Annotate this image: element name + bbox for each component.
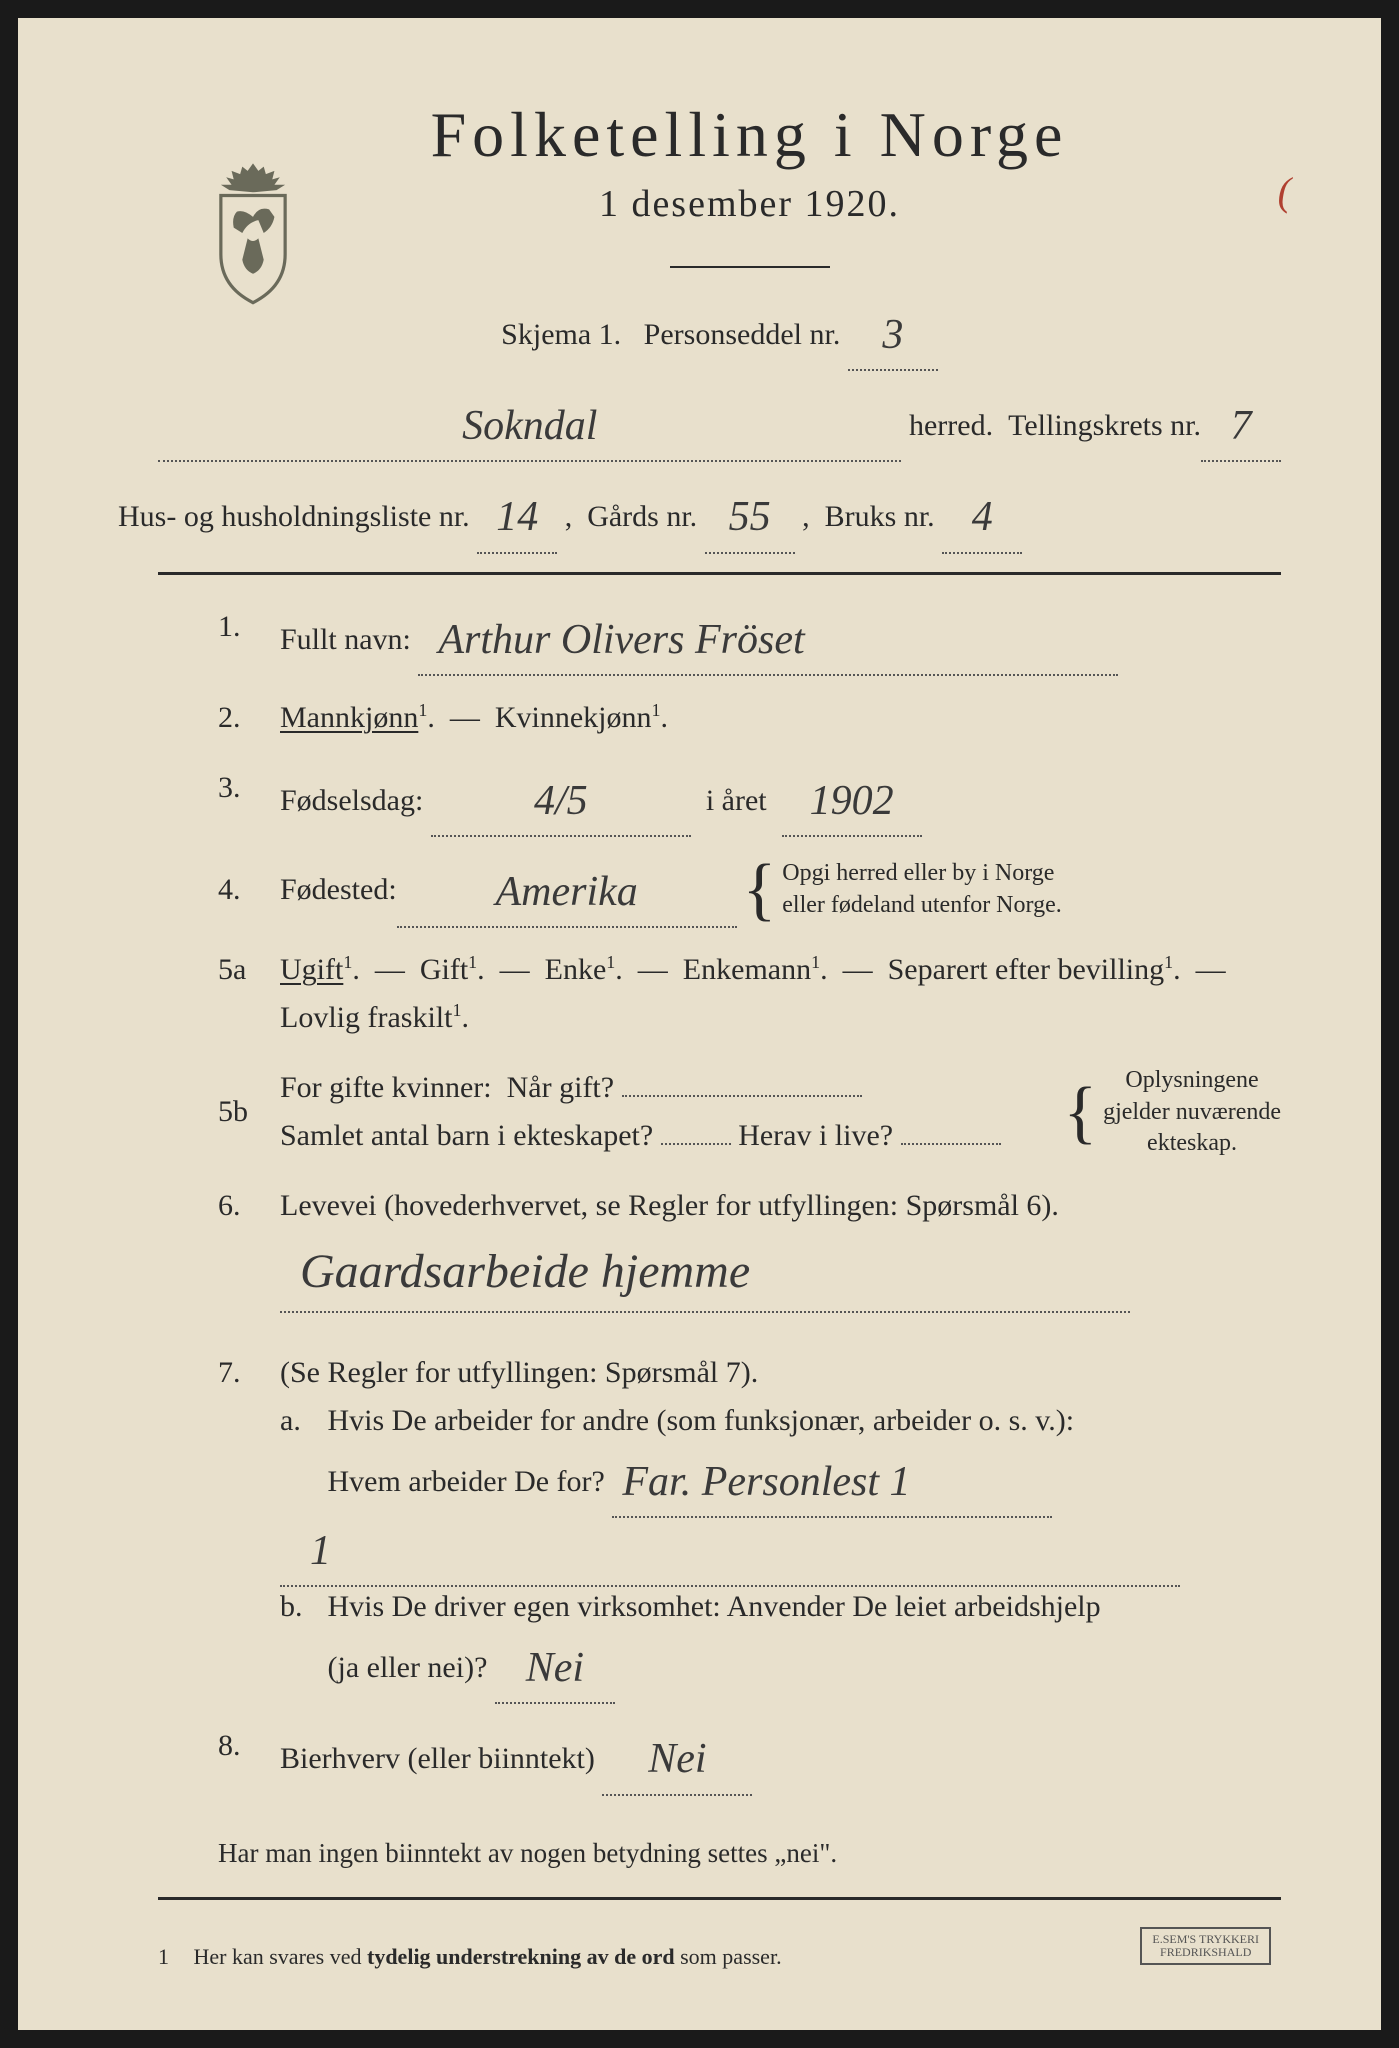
q7b-sub: (ja eller nei)? (328, 1651, 488, 1684)
q4-note: Opgi herred eller by i Norge eller fødel… (782, 858, 1061, 920)
census-form-page: ( Folketelling i Norge 1 desember 1920. … (0, 0, 1399, 2048)
q3-line: 3. Fødselsdag: 4/5 i året 1902 (158, 764, 1281, 833)
q5a-gift: Gift (420, 953, 468, 986)
gards-nr: 55 (705, 484, 795, 553)
footer-hint: Har man ingen biinntekt av nogen betydni… (158, 1832, 1281, 1875)
q6-num: 6. (218, 1182, 280, 1230)
q8-label: Bierhverv (eller biinntekt) (280, 1742, 595, 1775)
printer-stamp: E.SEM'S TRYKKERI FREDRIKSHALD (1140, 1927, 1271, 1965)
page-subtitle: 1 desember 1920. (218, 182, 1281, 226)
q7a-value2: 1 (280, 1518, 1180, 1587)
q5a-ugift: Ugift (280, 953, 343, 986)
personseddel-label: Personseddel nr. (644, 318, 841, 351)
q7a-num: a. (280, 1397, 320, 1445)
q7-num: 7. (218, 1349, 280, 1397)
q6-label: Levevei (hovederhvervet, se Regler for u… (280, 1189, 1059, 1222)
personseddel-nr: 3 (848, 302, 938, 371)
q5b-label: For gifte kvinner: (280, 1071, 492, 1104)
q5a-fraskilt: Lovlig fraskilt (280, 1001, 452, 1034)
q7a-sub: Hvem arbeider De for? (328, 1465, 605, 1498)
q7a-value: Far. Personlest 1 (612, 1449, 1052, 1518)
tellingskrets-nr: 7 (1201, 393, 1281, 462)
q7-line: 7. (Se Regler for utfyllingen: Spørsmål … (158, 1349, 1281, 1701)
q7b-label: Hvis De driver egen virksomhet: Anvender… (328, 1590, 1101, 1623)
title-block: Folketelling i Norge 1 desember 1920. (218, 98, 1281, 268)
q3-label: Fødselsdag: (280, 784, 423, 817)
coat-of-arms-icon (198, 158, 308, 308)
q1-value: Arthur Olivers Fröset (418, 607, 1118, 676)
q4-value: Amerika (397, 859, 737, 928)
q2-mann: Mannkjønn (280, 701, 418, 734)
q5a-separert: Separert efter bevilling (888, 953, 1165, 986)
q5b-barn-label: Samlet antal barn i ekteskapet? (280, 1119, 653, 1152)
q2-line: 2. Mannkjønn1. — Kvinnekjønn1. (158, 694, 1281, 742)
q5a-num: 5a (218, 946, 280, 994)
q5b-gift-value (622, 1095, 862, 1097)
q6-line: 6. Levevei (hovederhvervet, se Regler fo… (158, 1182, 1281, 1309)
q5b-line: 5b For gifte kvinner: Når gift? Samlet a… (158, 1064, 1281, 1160)
q5a-enke: Enke (545, 953, 607, 986)
q3-year: 1902 (782, 768, 922, 837)
q4-num: 4. (218, 866, 280, 914)
brace-icon: { (743, 872, 777, 907)
q5a-enkemann: Enkemann (683, 953, 811, 986)
q8-value: Nei (602, 1726, 752, 1795)
husliste-nr: 14 (477, 484, 557, 553)
q5b-num: 5b (218, 1088, 280, 1136)
footnote-text: Her kan svares ved tydelig understreknin… (194, 1944, 782, 1969)
red-annotation: ( (1278, 168, 1291, 215)
bruks-label: Bruks nr. (825, 500, 935, 533)
q3-num: 3. (218, 764, 280, 812)
skjema-label: Skjema 1. (501, 318, 621, 351)
q8-num: 8. (218, 1722, 280, 1770)
q5b-live-label: Herav i live? (738, 1119, 893, 1152)
herred-line: Sokndal herred. Tellingskrets nr. 7 (158, 389, 1281, 458)
q7-label: (Se Regler for utfyllingen: Spørsmål 7). (280, 1356, 758, 1389)
divider-1 (158, 572, 1281, 575)
brace-icon-2: { (1063, 1095, 1097, 1130)
q5b-gift-label: Når gift? (507, 1071, 614, 1104)
herred-label: herred. (909, 402, 993, 450)
q7b-num: b. (280, 1583, 320, 1631)
husliste-line: Hus- og husholdningsliste nr. 14 , Gårds… (118, 480, 1281, 549)
q3-day: 4/5 (431, 768, 691, 837)
husliste-label: Hus- og husholdningsliste nr. (118, 500, 470, 533)
divider-2 (158, 1897, 1281, 1900)
q2-num: 2. (218, 694, 280, 742)
q1-num: 1. (218, 603, 280, 651)
q7a-label: Hvis De arbeider for andre (som funksjon… (328, 1404, 1075, 1437)
q1-label: Fullt navn: (280, 623, 411, 656)
q7b-value: Nei (495, 1635, 615, 1704)
q4-label: Fødested: (280, 866, 397, 914)
herred-value: Sokndal (158, 393, 901, 462)
title-rule (670, 266, 830, 268)
q5b-live-value (901, 1143, 1001, 1145)
q4-line: 4. Fødested: Amerika { Opgi herred eller… (158, 855, 1281, 924)
q5b-barn-value (661, 1143, 731, 1145)
q6-value: Gaardsarbeide hjemme (280, 1234, 1130, 1313)
q1-line: 1. Fullt navn: Arthur Olivers Fröset (158, 603, 1281, 672)
q5b-note: Oplysningene gjelder nuværende ekteskap. (1103, 1065, 1281, 1159)
tellingskrets-label: Tellingskrets nr. (1008, 402, 1201, 450)
bruks-nr: 4 (942, 484, 1022, 553)
page-title: Folketelling i Norge (218, 98, 1281, 172)
skjema-line: Skjema 1. Personseddel nr. 3 (158, 298, 1281, 367)
gards-label: Gårds nr. (587, 500, 697, 533)
q3-mid: i året (706, 784, 767, 817)
footnote: 1 Her kan svares ved tydelig understrekn… (158, 1944, 1281, 1970)
q8-line: 8. Bierhverv (eller biinntekt) Nei (158, 1722, 1281, 1791)
q5a-line: 5a Ugift1. — Gift1. — Enke1. — Enkemann1… (158, 946, 1281, 1042)
q2-kvinne: Kvinnekjønn (495, 701, 652, 734)
